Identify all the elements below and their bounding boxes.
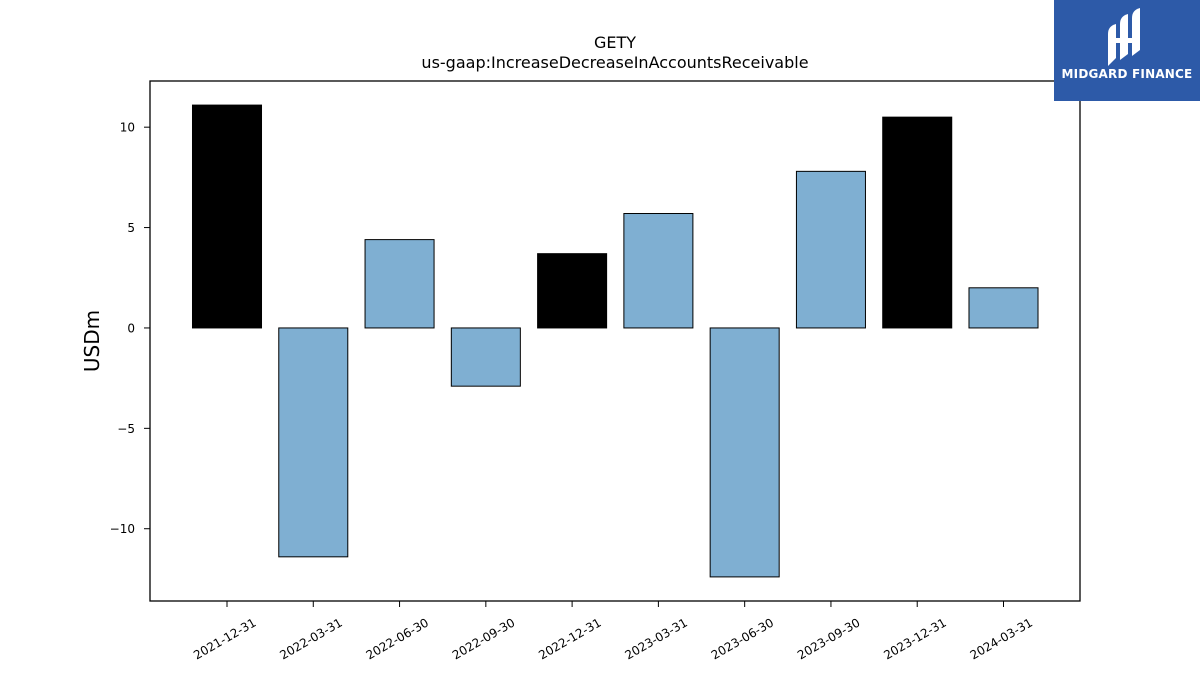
y-ticks: 10 5 0 −5 −10 [110, 121, 150, 536]
bar-2021-12-31 [191, 104, 263, 329]
x-tick-label: 2022-12-31 [536, 615, 603, 662]
x-tick-label: 2022-09-30 [450, 615, 517, 662]
bar-2023-06-30 [709, 327, 780, 578]
x-tick-label: 2024-03-31 [968, 615, 1035, 662]
x-tick-label: 2023-03-31 [622, 615, 689, 662]
bar-2022-09-30 [450, 327, 521, 387]
bar-2022-03-31 [278, 327, 349, 558]
y-tick-label: −10 [110, 522, 135, 536]
x-tick-label: 2021-12-31 [191, 615, 258, 662]
plot-frame [149, 80, 1081, 602]
y-tick-label: 5 [127, 221, 135, 235]
bar-2022-06-30 [364, 239, 435, 329]
bar-2022-12-31 [537, 253, 608, 329]
x-tick-label: 2022-06-30 [364, 615, 431, 662]
y-tick-label: 10 [120, 121, 135, 135]
y-tick-label: −5 [117, 422, 135, 436]
logo-text: MIDGARD FINANCE [1061, 67, 1193, 81]
x-ticks: 2021-12-31 2022-03-31 2022-06-30 2022-09-30… [191, 601, 1035, 662]
bar-2023-09-30 [795, 170, 866, 329]
bar-2023-12-31 [882, 116, 953, 329]
y-tick-label: 0 [127, 321, 135, 335]
bar-2024-03-31 [968, 287, 1039, 329]
brand-logo: MIDGARD FINANCE [1054, 0, 1200, 101]
bars-group [191, 104, 1039, 578]
bar-2023-03-31 [623, 213, 694, 329]
x-tick-label: 2023-06-30 [709, 615, 776, 662]
chart-subtitle: us-gaap:IncreaseDecreaseInAccountsReceiv… [421, 53, 808, 72]
chart-title: GETY [594, 33, 636, 52]
x-tick-label: 2022-03-31 [277, 615, 344, 662]
midgard-logo-icon [1108, 8, 1140, 66]
x-tick-label: 2023-12-31 [881, 615, 948, 662]
x-tick-label: 2023-09-30 [795, 615, 862, 662]
y-axis-label: USDm [80, 310, 104, 372]
